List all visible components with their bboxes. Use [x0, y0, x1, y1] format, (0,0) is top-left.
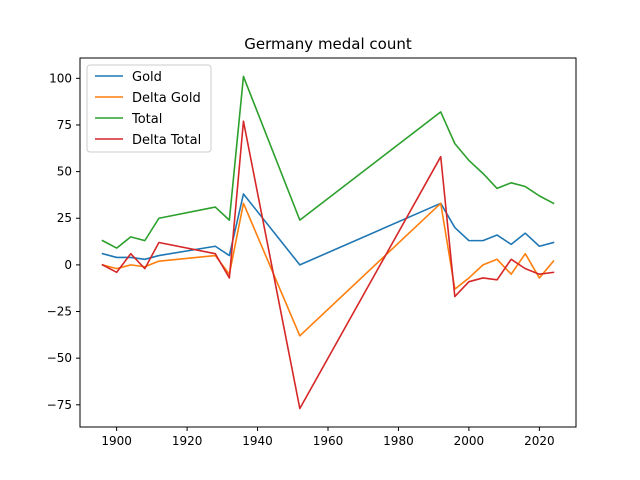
- series-line-3: [101, 120, 555, 410]
- series-line-2: [101, 75, 555, 249]
- legend-label-0: Gold: [132, 70, 162, 85]
- legend: Gold Delta Gold Total Delta Total: [86, 64, 212, 153]
- y-tick-label: −25: [47, 305, 72, 319]
- y-tick-label: 0: [64, 258, 72, 272]
- legend-label-1: Delta Gold: [132, 91, 201, 106]
- series-line-0: [101, 193, 555, 266]
- y-tick-label: 75: [57, 118, 72, 132]
- y-tick-label: 100: [49, 71, 72, 85]
- x-tick-label: 1920: [172, 434, 203, 448]
- legend-box: [86, 64, 212, 153]
- x-tick-label: 1980: [383, 434, 414, 448]
- y-tick-label: 25: [57, 211, 72, 225]
- x-tick-label: 2020: [524, 434, 555, 448]
- x-tick-label: 1940: [242, 434, 273, 448]
- legend-label-3: Delta Total: [132, 133, 201, 148]
- series-layer: [101, 75, 555, 410]
- y-axis: −75 −50 −25 0 25 50 75 100: [47, 71, 80, 412]
- chart-title: Germany medal count: [244, 35, 412, 53]
- x-tick-label: 1900: [101, 434, 132, 448]
- x-axis: 1900 1920 1940 1960 1980 2000 2020: [101, 427, 555, 448]
- x-tick-label: 1960: [313, 434, 344, 448]
- x-tick-label: 2000: [454, 434, 485, 448]
- legend-label-2: Total: [131, 112, 162, 127]
- y-tick-label: −75: [47, 398, 72, 412]
- y-tick-label: −50: [47, 351, 72, 365]
- y-tick-label: 50: [57, 165, 72, 179]
